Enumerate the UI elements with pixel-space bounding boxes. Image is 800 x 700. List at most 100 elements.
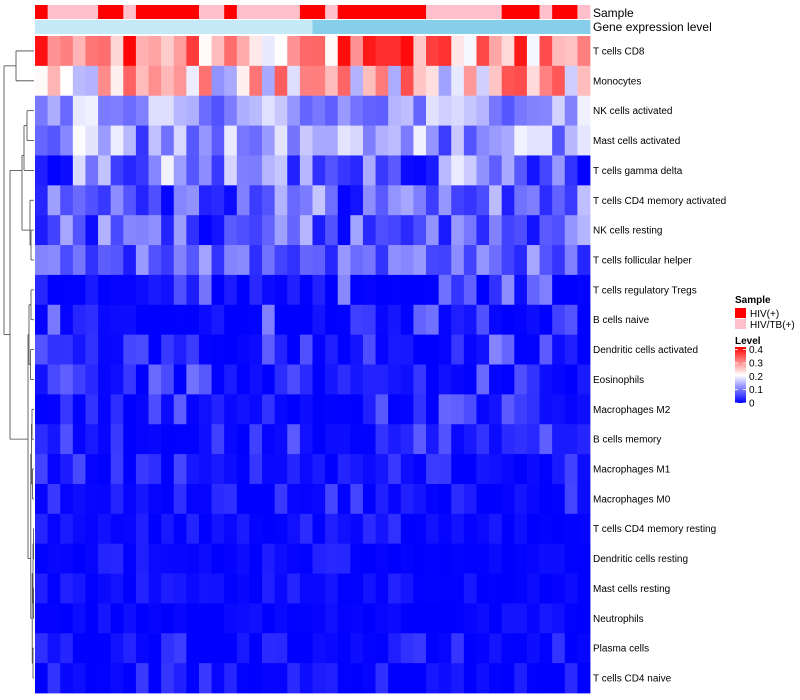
- heatmap-cell: [135, 454, 149, 485]
- heatmap-cell: [262, 424, 276, 455]
- heatmap-cell: [526, 65, 540, 97]
- heatmap-cell: [438, 573, 452, 604]
- heatmap-cell: [211, 65, 225, 97]
- heatmap-cell: [539, 573, 553, 604]
- heatmap-cell: [35, 155, 49, 186]
- heatmap-cell: [123, 125, 137, 156]
- heatmap-cell: [198, 125, 212, 156]
- heatmap-cell: [362, 424, 376, 455]
- heatmap-cell: [438, 454, 452, 485]
- sample-annotation-cell: [211, 5, 225, 19]
- heatmap-cell: [161, 663, 175, 694]
- heatmap-cell: [186, 215, 200, 246]
- heatmap-cell: [110, 424, 124, 455]
- heatmap-cell: [539, 364, 553, 395]
- heatmap-cell: [388, 215, 402, 246]
- heatmap-cell: [173, 36, 187, 67]
- heatmap-cell: [375, 483, 389, 515]
- heatmap-cell: [211, 155, 225, 186]
- sample-annotation-cell: [148, 5, 162, 19]
- heatmap-cell: [35, 185, 49, 216]
- heatmap-cell: [400, 36, 414, 67]
- expression-annotation-cell: [198, 20, 212, 34]
- heatmap-cell: [161, 304, 175, 336]
- heatmap-cell: [287, 304, 301, 336]
- heatmap-cell: [577, 364, 591, 395]
- heatmap-cell: [375, 125, 389, 156]
- heatmap-cell: [161, 65, 175, 97]
- heatmap-cell: [539, 95, 553, 126]
- heatmap-cell: [564, 633, 578, 664]
- heatmap-cell: [350, 663, 364, 694]
- heatmap-cell: [173, 215, 187, 246]
- heatmap-cell: [85, 125, 99, 156]
- expression-annotation-cell: [173, 20, 187, 34]
- heatmap-cell: [249, 454, 263, 485]
- heatmap-cell: [476, 633, 490, 664]
- heatmap-cell: [337, 36, 351, 67]
- heatmap-cell: [514, 573, 528, 604]
- heatmap-cell: [262, 245, 276, 276]
- heatmap-cell: [413, 65, 427, 97]
- heatmap-cell: [476, 663, 490, 694]
- expression-annotation-cell: [539, 20, 553, 34]
- heatmap-cell: [438, 304, 452, 336]
- heatmap-cell: [375, 573, 389, 604]
- heatmap-cell: [236, 513, 250, 545]
- heatmap-cell: [60, 633, 74, 664]
- heatmap-cell: [135, 663, 149, 694]
- heatmap-cell: [110, 65, 124, 97]
- heatmap-cell: [438, 364, 452, 395]
- heatmap-cell: [274, 543, 288, 574]
- heatmap-cell: [312, 95, 326, 126]
- heatmap-cell: [135, 603, 149, 634]
- heatmap-cell: [426, 394, 440, 425]
- heatmap-cell: [299, 155, 313, 186]
- heatmap-cell: [85, 155, 99, 186]
- heatmap-cell: [148, 543, 162, 574]
- heatmap-cell: [375, 513, 389, 545]
- heatmap-cell: [123, 454, 137, 485]
- heatmap-cell: [526, 334, 540, 365]
- heatmap-cell: [325, 304, 339, 336]
- heatmap-cell: [236, 185, 250, 216]
- heatmap-cell: [173, 364, 187, 395]
- heatmap-cell: [161, 603, 175, 634]
- heatmap-cell: [426, 185, 440, 216]
- heatmap-cell: [451, 483, 465, 515]
- heatmap-cell: [539, 394, 553, 425]
- heatmap-cell: [287, 364, 301, 395]
- heatmap-cell: [224, 125, 238, 156]
- heatmap-cell: [60, 36, 74, 67]
- heatmap-cell: [362, 95, 376, 126]
- heatmap-cell: [173, 573, 187, 604]
- heatmap-cell: [236, 364, 250, 395]
- heatmap-cell: [489, 65, 503, 97]
- expression-annotation-cell: [274, 20, 288, 34]
- heatmap-cell: [249, 543, 263, 574]
- heatmap-cell: [312, 663, 326, 694]
- row-label: T cells follicular helper: [593, 256, 692, 267]
- heatmap-cell: [299, 245, 313, 276]
- heatmap-cell: [413, 513, 427, 545]
- heatmap-cell: [35, 424, 49, 455]
- heatmap-cell: [110, 573, 124, 604]
- heatmap-cell: [186, 573, 200, 604]
- heatmap-cell: [337, 125, 351, 156]
- heatmap-cell: [72, 663, 86, 694]
- heatmap-cell: [224, 304, 238, 336]
- sample-annotation-cell: [236, 5, 250, 19]
- heatmap-cell: [211, 95, 225, 126]
- expression-annotation-cell: [400, 20, 414, 34]
- heatmap-cell: [375, 95, 389, 126]
- heatmap-cell: [161, 155, 175, 186]
- expression-annotation-cell: [501, 20, 515, 34]
- heatmap-cell: [274, 603, 288, 634]
- heatmap-cell: [337, 215, 351, 246]
- heatmap-cell: [148, 663, 162, 694]
- sample-annotation-cell: [299, 5, 313, 19]
- heatmap-cell: [211, 304, 225, 336]
- sample-annotation-cell: [325, 5, 339, 19]
- heatmap-cell: [426, 215, 440, 246]
- heatmap-cell: [577, 424, 591, 455]
